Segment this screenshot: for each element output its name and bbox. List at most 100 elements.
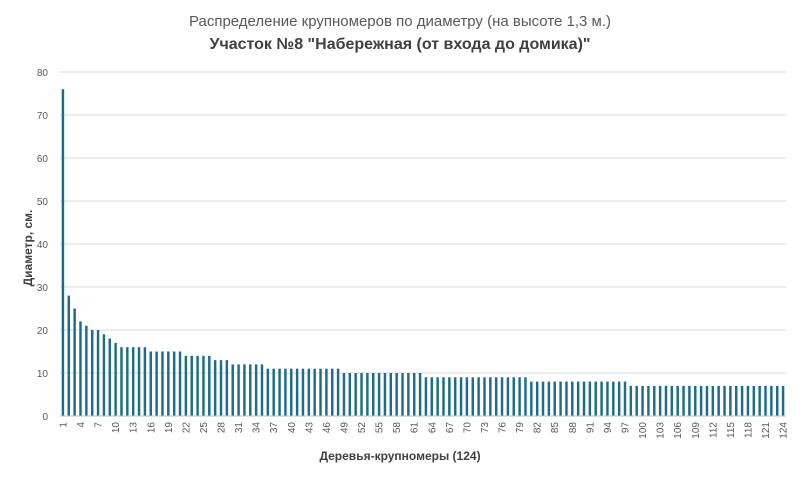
bar [442, 377, 445, 416]
bar [348, 373, 352, 416]
bar [705, 385, 709, 416]
bar [131, 347, 135, 416]
bar [143, 347, 147, 416]
bar [366, 373, 369, 416]
x-tick-label: 55 [375, 422, 386, 434]
bar [775, 385, 779, 416]
x-tick-label: 70 [462, 422, 473, 434]
bar [758, 385, 761, 416]
bar [494, 377, 498, 416]
bar [717, 385, 720, 416]
x-tick-label: 121 [761, 422, 772, 439]
bar [301, 368, 305, 416]
bar [606, 381, 609, 416]
bar [85, 325, 88, 416]
x-tick-label: 109 [691, 422, 702, 439]
bar [266, 368, 270, 416]
x-tick-label: 13 [129, 422, 140, 434]
bar [594, 381, 597, 416]
bar [167, 351, 170, 416]
bar [535, 381, 539, 416]
x-tick-label: 46 [322, 422, 333, 434]
x-tick-label: 115 [726, 422, 737, 438]
x-tick-label: 76 [498, 422, 509, 434]
bar [360, 373, 363, 416]
bar [559, 381, 562, 416]
x-tick-label: 4 [76, 422, 87, 428]
bar [682, 385, 685, 416]
bar [67, 295, 71, 416]
bar [172, 351, 176, 416]
bar [120, 347, 123, 416]
x-tick-label: 1 [58, 422, 69, 428]
y-tick-label: 50 [37, 197, 49, 208]
bar [73, 308, 76, 416]
bar [102, 334, 106, 416]
y-tick-label: 40 [37, 240, 49, 251]
bar [658, 385, 662, 416]
bar [781, 385, 785, 416]
bar [641, 385, 644, 416]
bar [61, 89, 65, 416]
bar [740, 385, 744, 416]
bar [126, 347, 129, 416]
bar [325, 368, 328, 416]
x-tick-label: 10 [111, 422, 122, 434]
bar [635, 385, 638, 416]
bar [342, 373, 346, 416]
bar [600, 381, 603, 416]
bar [752, 385, 756, 416]
bar [254, 364, 258, 416]
bar [272, 368, 275, 416]
x-tick-label: 73 [480, 422, 491, 434]
x-tick-label: 94 [603, 422, 614, 434]
bar [576, 381, 580, 416]
x-tick-label: 34 [252, 422, 263, 434]
bar [219, 360, 223, 416]
x-tick-label: 61 [410, 422, 421, 434]
x-tick-label: 82 [533, 422, 544, 434]
x-tick-label: 7 [94, 422, 105, 428]
bar [278, 368, 281, 416]
x-tick-label: 25 [199, 422, 210, 434]
bar [453, 377, 457, 416]
chart-subtitle: Участок №8 "Набережная (от входа до доми… [209, 36, 591, 53]
bar [553, 381, 556, 416]
bar [588, 381, 592, 416]
bar [225, 360, 229, 416]
bar [90, 330, 94, 416]
bar [459, 377, 463, 416]
bar [395, 373, 398, 416]
bar [647, 385, 650, 416]
x-tick-label: 97 [620, 422, 631, 434]
y-tick-label: 30 [37, 283, 49, 294]
bar [260, 364, 264, 416]
bar [571, 381, 574, 416]
bar [612, 381, 615, 416]
bar [489, 377, 492, 416]
x-tick-label: 37 [269, 422, 280, 434]
bar [617, 381, 621, 416]
y-axis-ticks: 0 10 20 30 40 50 60 70 80 [37, 68, 49, 423]
bar [401, 373, 404, 416]
y-tick-label: 80 [37, 68, 49, 79]
bar [108, 338, 111, 416]
x-tick-label: 43 [304, 422, 315, 434]
bar [436, 377, 439, 416]
x-axis-label: Деревья-крупномеры (124) [319, 449, 481, 463]
bar [524, 377, 527, 416]
x-tick-label: 67 [445, 422, 456, 434]
bar [506, 377, 510, 416]
bar [161, 351, 164, 416]
x-tick-label: 100 [638, 422, 649, 439]
bar [770, 385, 773, 416]
bar [735, 385, 738, 416]
x-tick-label: 16 [146, 422, 157, 434]
bar [336, 368, 340, 416]
bar [424, 377, 428, 416]
y-tick-label: 10 [37, 369, 49, 380]
bar [465, 377, 469, 416]
bar [518, 377, 521, 416]
bar [237, 364, 240, 416]
